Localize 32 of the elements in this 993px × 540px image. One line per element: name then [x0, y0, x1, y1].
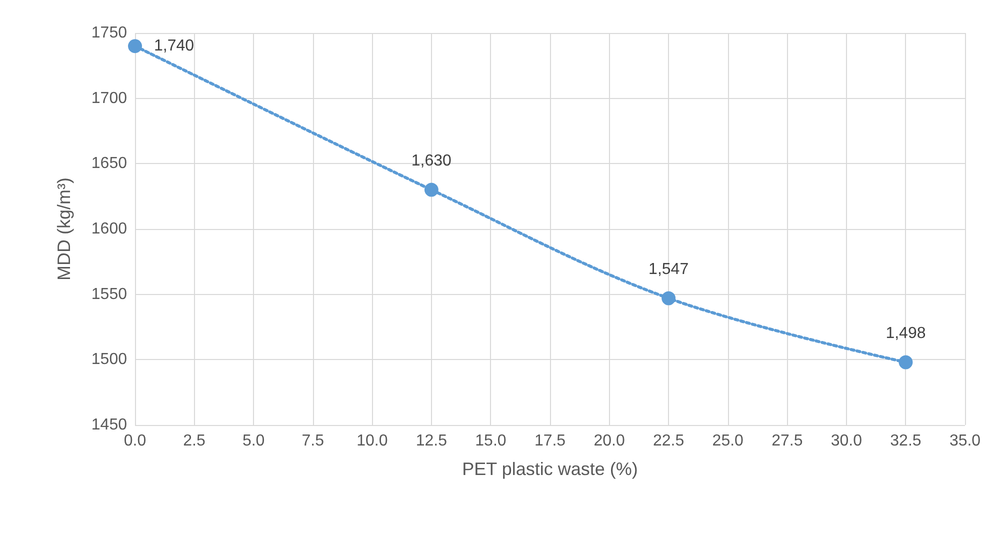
x-tick-label: 20.0: [594, 432, 625, 450]
data-label: 1,547: [648, 260, 689, 278]
x-tick-label: 5.0: [242, 432, 265, 450]
x-tick-label: 15.0: [475, 432, 506, 450]
y-tick-label: 1750: [91, 24, 128, 42]
point: [898, 355, 913, 370]
y-tick-label: 1650: [91, 155, 128, 172]
x-axis-title: PET plastic waste (%): [462, 459, 638, 479]
point: [662, 291, 676, 306]
y-tick-label: 1550: [91, 286, 128, 303]
x-tick-label: 30.0: [830, 432, 862, 450]
y-tick-label: 1600: [91, 220, 128, 238]
x-tick-label: 10.0: [356, 432, 388, 450]
data-label: 1,630: [411, 152, 452, 170]
x-tick-label: 12.5: [416, 432, 448, 450]
x-tick-label: 0.0: [124, 432, 146, 450]
point: [128, 39, 142, 54]
x-tick-label: 32.5: [890, 432, 922, 450]
y-tick-label: 1500: [91, 351, 128, 368]
x-tick-label: 7.5: [302, 432, 324, 450]
y-tick-label: 1700: [91, 90, 128, 107]
x-tick-label: 17.5: [534, 432, 566, 450]
x-tick-label: 25.0: [712, 432, 744, 450]
point: [424, 182, 438, 197]
data-label: 1,740: [154, 38, 194, 55]
x-tick-label: 22.5: [653, 432, 684, 450]
y-axis-title: MDD (kg/m³): [54, 178, 74, 280]
x-tick-label: 27.5: [772, 432, 803, 450]
x-tick-label: 35.0: [949, 432, 981, 450]
data-label: 1,498: [886, 324, 926, 342]
y-tick-label: 1450: [91, 416, 128, 434]
x-tick-label: 2.5: [183, 432, 206, 450]
